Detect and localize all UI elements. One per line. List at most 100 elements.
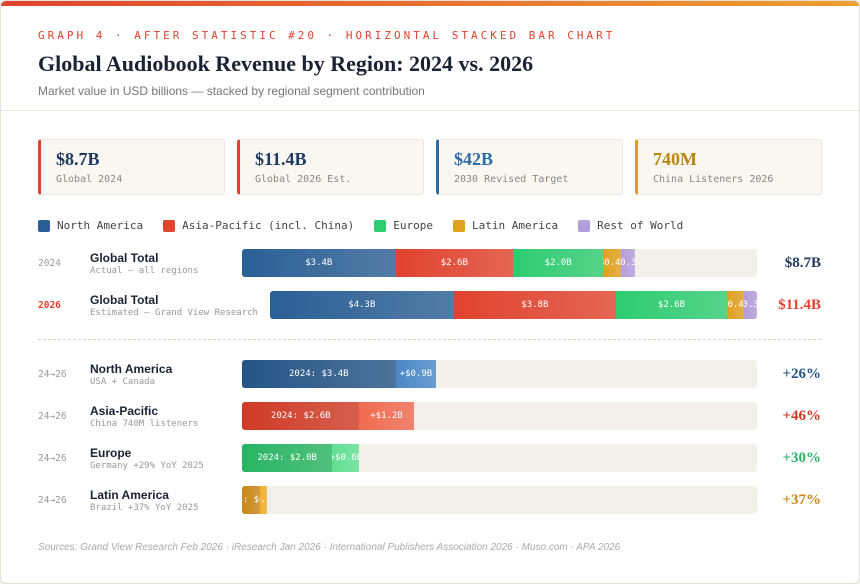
- legend: North America Asia-Pacific (incl. China) E…: [1, 219, 859, 232]
- bar-row: 24→26 North America USA + Canada 2024: $3.4…: [38, 360, 821, 388]
- kpi-label: Global 2024: [56, 174, 123, 185]
- legend-label: Latin America: [472, 219, 559, 232]
- bar-segment: $0.4B: [603, 249, 622, 277]
- bar-track: 2024: $3.4B +$0.9B: [242, 360, 757, 388]
- bar-row: 2026 Global Total Estimated — Grand View R…: [38, 291, 821, 319]
- kpi-card: 740M China Listeners 2026: [635, 139, 822, 195]
- row-value: +30%: [782, 449, 821, 466]
- bar-segment: 2024: $0.4B: [242, 486, 261, 514]
- legend-swatch: [374, 219, 387, 232]
- kpi-card: $42B 2030 Revised Target: [436, 139, 623, 195]
- row-note: China 740M listeners: [90, 418, 199, 429]
- kpi-label: 2030 Revised Target: [454, 174, 569, 185]
- row-year: 24→26: [38, 452, 67, 464]
- legend-item: Rest of World: [578, 219, 683, 232]
- bar-segment: 2024: $3.4B: [242, 360, 396, 388]
- row-year: 24→26: [38, 410, 67, 422]
- row-name: Global Total: [90, 292, 159, 307]
- divider: [38, 339, 821, 340]
- row-label: Europe Germany +29% YoY 2025: [90, 446, 230, 471]
- row-label: Global Total Estimated — Grand View Resea…: [90, 293, 258, 318]
- row-value: $11.4B: [778, 296, 821, 313]
- kpi-value: 740M: [653, 149, 697, 169]
- legend-item: North America: [38, 219, 143, 232]
- kpi-value: $42B: [454, 149, 494, 169]
- row-label: North America USA + Canada: [90, 362, 230, 387]
- row-note: Estimated — Grand View Research: [90, 307, 258, 318]
- legend-swatch: [578, 219, 591, 232]
- row-value: +37%: [782, 491, 821, 508]
- bar-segment: +$0.9B: [395, 360, 437, 388]
- segment-label: $2.6B: [440, 258, 468, 268]
- bar-segment: $3.8B: [453, 291, 616, 319]
- row-value: +26%: [782, 365, 821, 382]
- header: GRAPH 4 · AFTER STATISTIC #20 · HORIZONT…: [1, 6, 859, 111]
- segment-label: $3.4B: [305, 258, 333, 268]
- kpi-card: $8.7B Global 2024: [38, 139, 225, 195]
- row-note: USA + Canada: [90, 376, 156, 387]
- source: Sources: Grand View Research Feb 2026 · …: [38, 542, 621, 553]
- legend-label: Rest of World: [597, 219, 684, 232]
- legend-label: North America: [57, 219, 144, 232]
- eyebrow: GRAPH 4 · AFTER STATISTIC #20 · HORIZONT…: [38, 29, 616, 42]
- bar-row: 24→26 Asia-Pacific China 740M listeners 202…: [38, 402, 821, 430]
- row-value: +46%: [782, 407, 821, 424]
- title: Global Audiobook Revenue by Region: 2024…: [38, 51, 534, 76]
- legend-item: Europe: [374, 219, 433, 232]
- bar-track: 2024: $2.0B +$0.6B: [242, 444, 757, 472]
- legend-swatch: [453, 219, 466, 232]
- bar-segment: $0.4B: [727, 291, 745, 319]
- row-year: 2024: [38, 257, 61, 269]
- segment-label: +$0.6B: [332, 453, 359, 463]
- bar-segment: $2.6B: [395, 249, 514, 277]
- bar-segment: +$0.15B: [260, 486, 267, 514]
- kpi-value: $8.7B: [56, 149, 100, 169]
- legend-swatch: [38, 219, 50, 232]
- bar-segment: 2024: $2.6B: [242, 402, 360, 430]
- legend-item: Asia-Pacific (incl. China): [163, 219, 354, 232]
- bar-segment: $3.4B: [242, 249, 396, 277]
- segment-label: +$0.15B: [260, 495, 267, 505]
- row-year: 2026: [38, 299, 61, 311]
- row-name: Global Total: [90, 250, 159, 265]
- row-label: Global Total Actual — all regions: [90, 251, 230, 276]
- kpi-value: $11.4B: [255, 149, 307, 169]
- kpi-row: $8.7B Global 2024 $11.4B Global 2026 Est. $4…: [1, 139, 859, 195]
- row-name: Europe: [90, 445, 132, 460]
- top-bar: [1, 1, 859, 6]
- segment-label: $2.0B: [544, 258, 572, 268]
- legend-label: Asia-Pacific (incl. China): [182, 219, 355, 232]
- row-label: Latin America Brazil +37% YoY 2025: [90, 488, 230, 513]
- subtitle: Market value in USD billions — stacked b…: [38, 84, 425, 98]
- row-note: Actual — all regions: [90, 265, 199, 276]
- bar-segment: $0.3B: [621, 249, 635, 277]
- row-name: Latin America: [90, 487, 169, 502]
- row-label: Asia-Pacific China 740M listeners: [90, 404, 230, 429]
- bar-track: $4.3B $3.8B $2.6B $0.4B$0.3B: [269, 291, 757, 319]
- segment-label: +$1.2B: [370, 411, 403, 421]
- segment-label: 2024: $3.4B: [288, 369, 349, 379]
- bar-segment: $2.6B: [616, 291, 728, 319]
- segment-label: $4.3B: [348, 300, 376, 310]
- bar-segment: 2024: $2.0B: [242, 444, 333, 472]
- bar-segment: +$1.2B: [359, 402, 414, 430]
- kpi-label: Global 2026 Est.: [255, 174, 352, 185]
- row-name: North America: [90, 361, 173, 376]
- segment-label: $0.4B: [603, 258, 621, 268]
- growth: 24→26 North America USA + Canada 2024: $3.4…: [1, 360, 859, 514]
- legend-item: Latin America: [453, 219, 558, 232]
- segment-label: 2024: $0.4B: [242, 495, 260, 505]
- segment-label: $0.3B: [621, 258, 635, 268]
- bar-track: 2024: $0.4B+$0.15B: [242, 486, 757, 514]
- segment-label: 2024: $2.6B: [270, 411, 331, 421]
- legend-swatch: [163, 219, 176, 232]
- legend-label: Europe: [393, 219, 434, 232]
- bar-segment: $4.3B: [269, 291, 454, 319]
- bar-track: $3.4B $2.6B $2.0B $0.4B$0.3B: [242, 249, 757, 277]
- row-value: $8.7B: [784, 254, 821, 271]
- segment-label: 2024: $2.0B: [257, 453, 317, 463]
- kpi-card: $11.4B Global 2026 Est.: [237, 139, 424, 195]
- row-year: 24→26: [38, 368, 67, 380]
- bar-segment: $2.0B: [513, 249, 604, 277]
